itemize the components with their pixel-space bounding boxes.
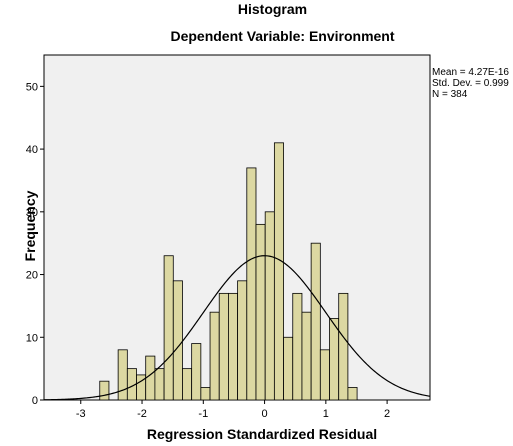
stat-std-dev: Std. Dev. = 0.999 — [432, 78, 509, 89]
y-tick-label: 30 — [26, 207, 38, 219]
x-tick-label: -1 — [198, 408, 208, 420]
y-tick-label: 0 — [32, 395, 38, 407]
histogram-bar — [191, 343, 202, 401]
histogram-bar — [237, 280, 248, 401]
x-tick-label: 2 — [384, 408, 390, 420]
histogram-bar — [255, 223, 266, 401]
chart-subtitle: Dependent Variable: Environment — [170, 28, 395, 44]
x-tick-label: 0 — [262, 408, 268, 420]
histogram-bar — [264, 211, 275, 401]
histogram-bar — [200, 387, 211, 401]
histogram-bar — [218, 292, 229, 401]
histogram-bar — [154, 368, 165, 401]
y-tick-label: 20 — [26, 270, 38, 282]
y-tick-label: 10 — [26, 332, 38, 344]
normal-curve — [43, 255, 431, 401]
histogram-bar — [273, 142, 284, 401]
histogram-bar — [310, 242, 321, 401]
statistics-legend: Mean = 4.27E-16 Std. Dev. = 0.999 N = 38… — [432, 67, 509, 100]
chart-title: Histogram — [237, 1, 308, 17]
y-tick-label: 50 — [26, 81, 38, 93]
stat-mean: Mean = 4.27E-16 — [432, 67, 509, 78]
x-tick-label: -2 — [137, 408, 147, 420]
histogram-bar — [182, 368, 193, 401]
histogram-bar — [172, 280, 183, 401]
x-axis-label: Regression Standardized Residual — [146, 426, 378, 442]
histogram-bar — [338, 292, 349, 401]
stat-n: N = 384 — [432, 89, 468, 100]
y-tick-label: 40 — [26, 144, 38, 156]
histogram-bar — [347, 387, 358, 401]
x-tick-label: 1 — [323, 408, 329, 420]
histogram-bar — [209, 311, 220, 401]
histogram-bar — [292, 292, 303, 401]
histogram-bar — [117, 349, 128, 401]
histogram-bar — [163, 255, 174, 401]
histogram-bar — [283, 336, 294, 401]
histogram-bar — [301, 311, 312, 401]
histogram-bar — [329, 318, 340, 401]
histogram-bar — [228, 292, 239, 401]
histogram-bar — [246, 167, 257, 401]
x-tick-label: -3 — [76, 408, 86, 420]
histogram-bar — [319, 349, 330, 401]
histogram-bar — [145, 355, 156, 401]
histogram-bar — [99, 380, 110, 401]
